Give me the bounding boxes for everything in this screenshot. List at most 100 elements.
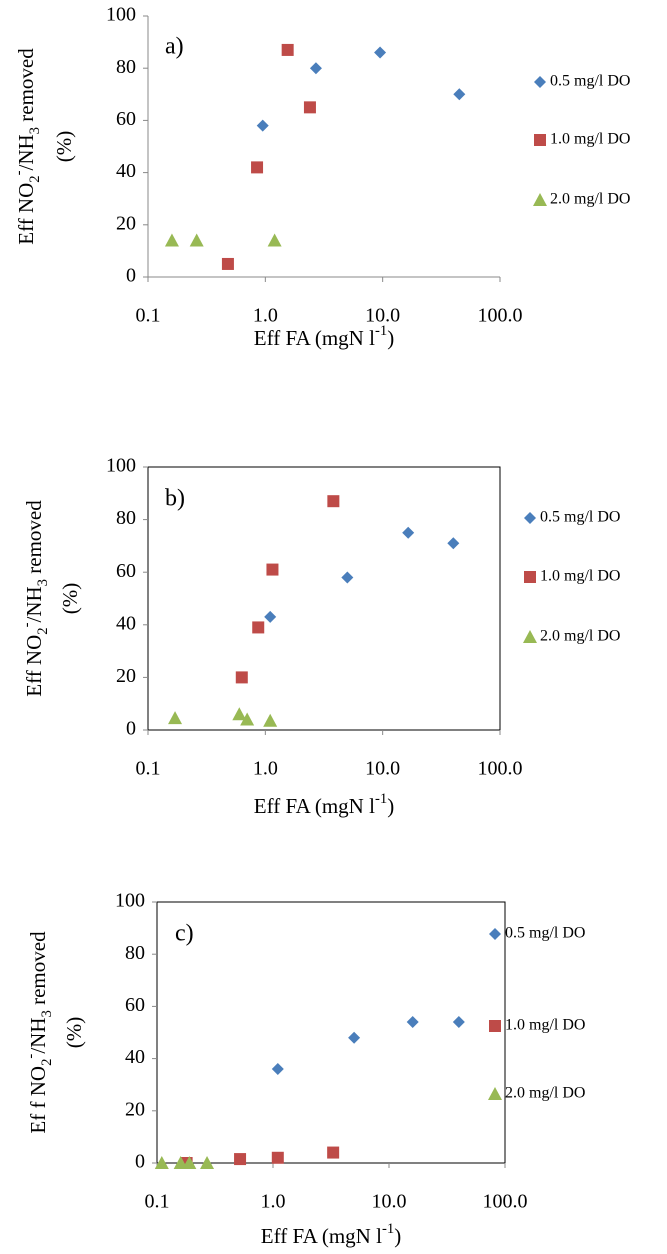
x-axis-label: Eff FA (mgN l-1) — [254, 323, 394, 349]
y-axis-label: Eff NO2-/NH3 removed — [11, 48, 43, 245]
x-axis-label-part: -1 — [375, 323, 387, 339]
y-tick-label: 80 — [125, 942, 145, 964]
y-tick-label: 20 — [116, 212, 136, 234]
legend-label: 1.0 mg/l DO — [550, 131, 630, 148]
y-axis-label-unit: (%) — [52, 131, 76, 162]
y-axis-label-part: removed — [22, 500, 46, 579]
y-tick-label: 0 — [126, 718, 136, 740]
marker-square — [281, 43, 294, 56]
legend-label: 0.5 mg/l DO — [505, 925, 585, 942]
y-axis-label-unit: (%) — [62, 1017, 86, 1048]
marker-diamond — [447, 537, 460, 550]
marker-diamond — [348, 1031, 361, 1044]
x-axis-label: Eff FA (mgN l-1) — [254, 791, 394, 817]
marker-triangle — [168, 711, 183, 725]
x-tick-label: 10.0 — [372, 1191, 407, 1213]
x-axis-label: Eff FA (mgN l-1) — [261, 1221, 401, 1247]
marker-triangle — [154, 1156, 169, 1169]
marker-diamond — [256, 119, 269, 132]
x-axis-label-part: -1 — [375, 791, 387, 807]
x-axis-label-part: -1 — [382, 1221, 394, 1237]
legend-label: 2.0 mg/l DO — [505, 1085, 585, 1102]
marker-square — [266, 563, 279, 576]
legend-marker — [489, 1020, 501, 1032]
marker-diamond — [271, 1063, 284, 1076]
x-tick-label: 1.0 — [253, 305, 278, 327]
marker-diamond — [453, 88, 466, 101]
y-axis-label-part: 3 — [39, 1010, 55, 1017]
y-axis-label-part: 2 — [35, 627, 51, 634]
y-axis-label-part: Ef f NO — [26, 1066, 50, 1134]
x-tick-label: 100.0 — [483, 1191, 528, 1213]
y-axis-label: Eff NO2-/NH3 removed — [19, 500, 51, 697]
marker-diamond — [374, 46, 387, 59]
legend-label: 2.0 mg/l DO — [550, 191, 630, 208]
marker-triangle — [200, 1156, 215, 1169]
y-tick-label: 0 — [135, 1151, 145, 1173]
x-tick-label: 10.0 — [365, 305, 400, 327]
y-tick-label: 100 — [106, 4, 136, 26]
x-tick-label: 100.0 — [478, 305, 523, 327]
y-axis-label-part: 3 — [35, 579, 51, 586]
marker-diamond — [309, 62, 322, 75]
x-tick-label: 1.0 — [253, 758, 278, 780]
x-axis-label-part: ) — [387, 794, 394, 818]
marker-triangle — [263, 713, 278, 727]
x-axis-label-part: ) — [394, 1224, 401, 1248]
x-axis-label-part: Eff FA (mgN l — [254, 326, 375, 350]
y-tick-label: 60 — [116, 560, 136, 582]
y-tick-label: 20 — [116, 665, 136, 687]
y-tick-label: 20 — [125, 1098, 145, 1120]
x-tick-label: 10.0 — [365, 758, 400, 780]
y-axis-label-part: /NH — [14, 134, 38, 170]
marker-triangle — [189, 233, 204, 247]
legend-marker — [488, 1087, 502, 1100]
marker-diamond — [406, 1016, 419, 1029]
marker-square — [221, 257, 234, 270]
y-tick-label: 0 — [126, 265, 136, 287]
marker-triangle — [267, 233, 282, 247]
y-axis-label-part: Eff NO — [22, 635, 46, 697]
y-axis-label-part: 2 — [39, 1059, 55, 1066]
y-axis-label-part: /NH — [26, 1018, 50, 1054]
y-tick-label: 40 — [116, 612, 136, 634]
marker-triangle — [182, 1156, 197, 1169]
marker-diamond — [264, 610, 277, 623]
legend-label: 2.0 mg/l DO — [540, 628, 620, 645]
legend-marker — [524, 512, 536, 524]
legend-label: 1.0 mg/l DO — [505, 1017, 585, 1034]
x-tick-label: 0.1 — [145, 1191, 170, 1213]
legend-marker — [489, 928, 501, 940]
y-axis-label-part: 3 — [27, 127, 43, 134]
plot-frame — [156, 901, 506, 1164]
y-axis-label: Ef f NO2-/NH3 removed — [23, 931, 55, 1134]
x-axis-label-part: Eff FA (mgN l — [261, 1224, 382, 1248]
y-axis-label-part: removed — [26, 931, 50, 1010]
panel-label: a) — [165, 34, 184, 60]
y-axis-label-part: 2 — [27, 175, 43, 182]
marker-triangle — [164, 233, 179, 247]
legend-marker — [533, 193, 547, 206]
legend-label: 0.5 mg/l DO — [540, 509, 620, 526]
legend-label: 1.0 mg/l DO — [540, 568, 620, 585]
y-axis-label-unit: (%) — [58, 583, 82, 614]
x-axis-label-part: ) — [387, 326, 394, 350]
y-axis-label-part: removed — [14, 48, 38, 127]
legend-marker — [534, 76, 546, 88]
y-axis-label-part: - — [23, 1054, 39, 1059]
y-tick-label: 80 — [116, 507, 136, 529]
x-tick-label: 0.1 — [136, 758, 161, 780]
marker-square — [251, 161, 264, 174]
plot-frame — [147, 466, 501, 731]
y-axis-label-part: /NH — [22, 586, 46, 622]
marker-square — [234, 1153, 247, 1166]
marker-square — [271, 1151, 284, 1164]
marker-square — [235, 671, 248, 684]
x-axis-label-part: Eff FA (mgN l — [254, 794, 375, 818]
marker-triangle — [240, 712, 255, 726]
y-axis-label-part: - — [19, 622, 35, 627]
y-axis-label-part: Eff NO — [14, 183, 38, 245]
x-tick-label: 100.0 — [478, 758, 523, 780]
y-tick-label: 40 — [125, 1046, 145, 1068]
